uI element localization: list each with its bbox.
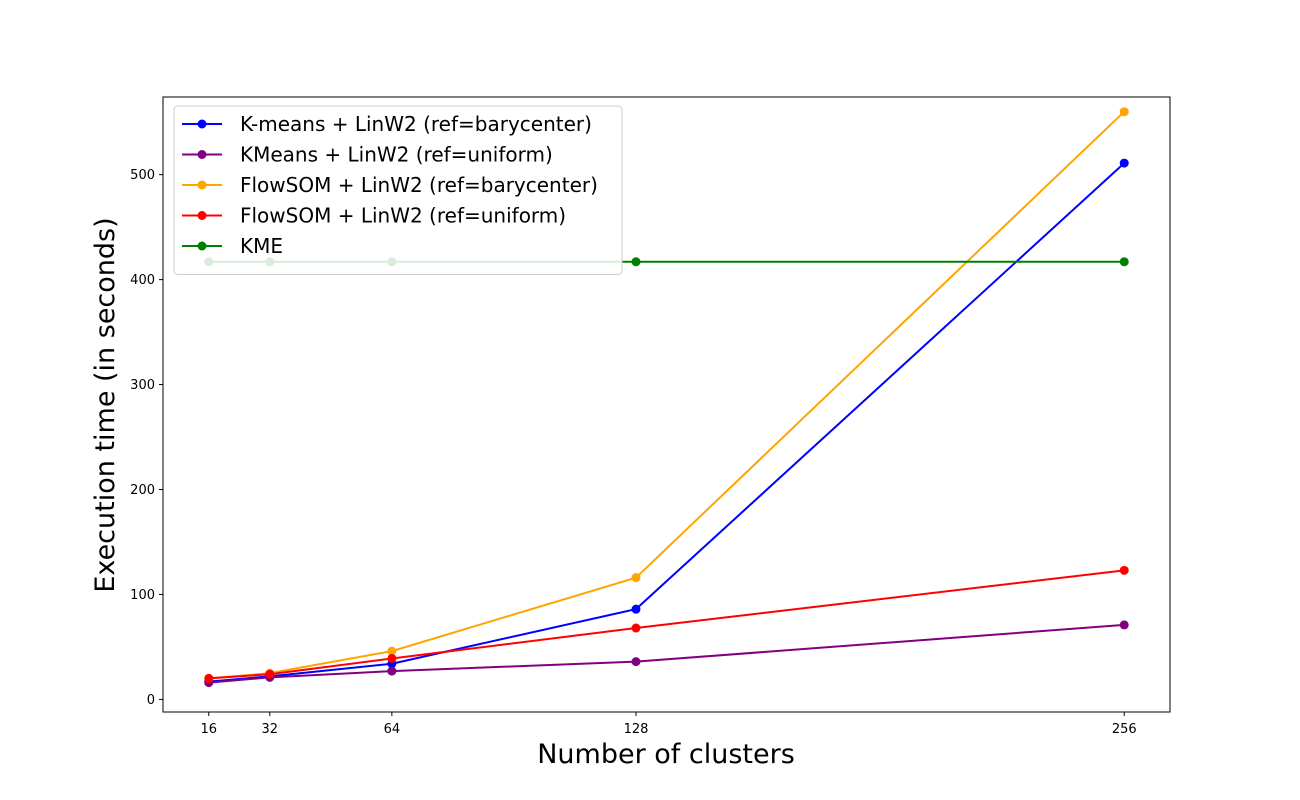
x-tick-label: 128 [624,722,649,737]
data-point [387,653,397,663]
legend-label: KME [240,234,283,258]
series-4 [204,565,1129,683]
x-tick-label: 32 [262,722,279,737]
legend-box [173,105,623,275]
data-point [1119,620,1129,630]
legend-label: FlowSOM + LinW2 (ref=barycenter) [240,173,598,197]
data-point [265,669,275,679]
legend-marker [197,150,207,159]
x-axis-title: Number of clusters [537,739,795,770]
data-point [204,673,214,683]
legend-item: KMeans + LinW2 (ref=uniform) [182,143,553,167]
y-tick-label: 500 [130,168,155,183]
y-tick-label: 300 [130,378,155,393]
legend-label: K-means + LinW2 (ref=barycenter) [240,112,592,136]
x-tick-label: 64 [384,722,401,737]
legend-marker [197,180,207,190]
y-tick-label: 100 [130,588,155,603]
legend: K-means + LinW2 (ref=barycenter) KMeans +… [173,105,623,275]
legend-item: KME [182,234,283,258]
data-point [631,604,641,614]
data-point [1119,158,1129,168]
data-point [631,657,641,667]
legend-label: FlowSOM + LinW2 (ref=uniform) [240,204,566,228]
legend-item: FlowSOM + LinW2 (ref=uniform) [182,204,566,228]
data-point [387,646,397,656]
y-tick-label: 200 [130,483,155,498]
legend-marker [197,119,207,129]
plot-frame [162,96,1171,713]
data-point [387,666,397,676]
x-axis: 16 32 64 128 256 [200,712,1137,737]
y-axis: 0 100 200 300 400 500 [130,168,163,708]
legend-marker [197,211,207,220]
legend-marker [197,241,207,251]
data-point [1119,107,1129,117]
data-point [631,257,641,267]
y-tick-label: 400 [130,273,155,288]
y-axis-title: Execution time (in seconds) [90,217,121,592]
y-tick-label: 0 [147,693,155,708]
x-tick-label: 256 [1112,722,1137,737]
series-layer [204,107,1129,688]
data-point [631,573,641,583]
data-point [1119,565,1129,575]
legend-item: FlowSOM + LinW2 (ref=barycenter) [182,173,598,197]
data-point [631,623,641,633]
x-tick-label: 16 [200,722,217,737]
data-point [1119,257,1129,267]
legend-label: KMeans + LinW2 (ref=uniform) [240,143,553,167]
legend-item: K-means + LinW2 (ref=barycenter) [182,112,592,136]
